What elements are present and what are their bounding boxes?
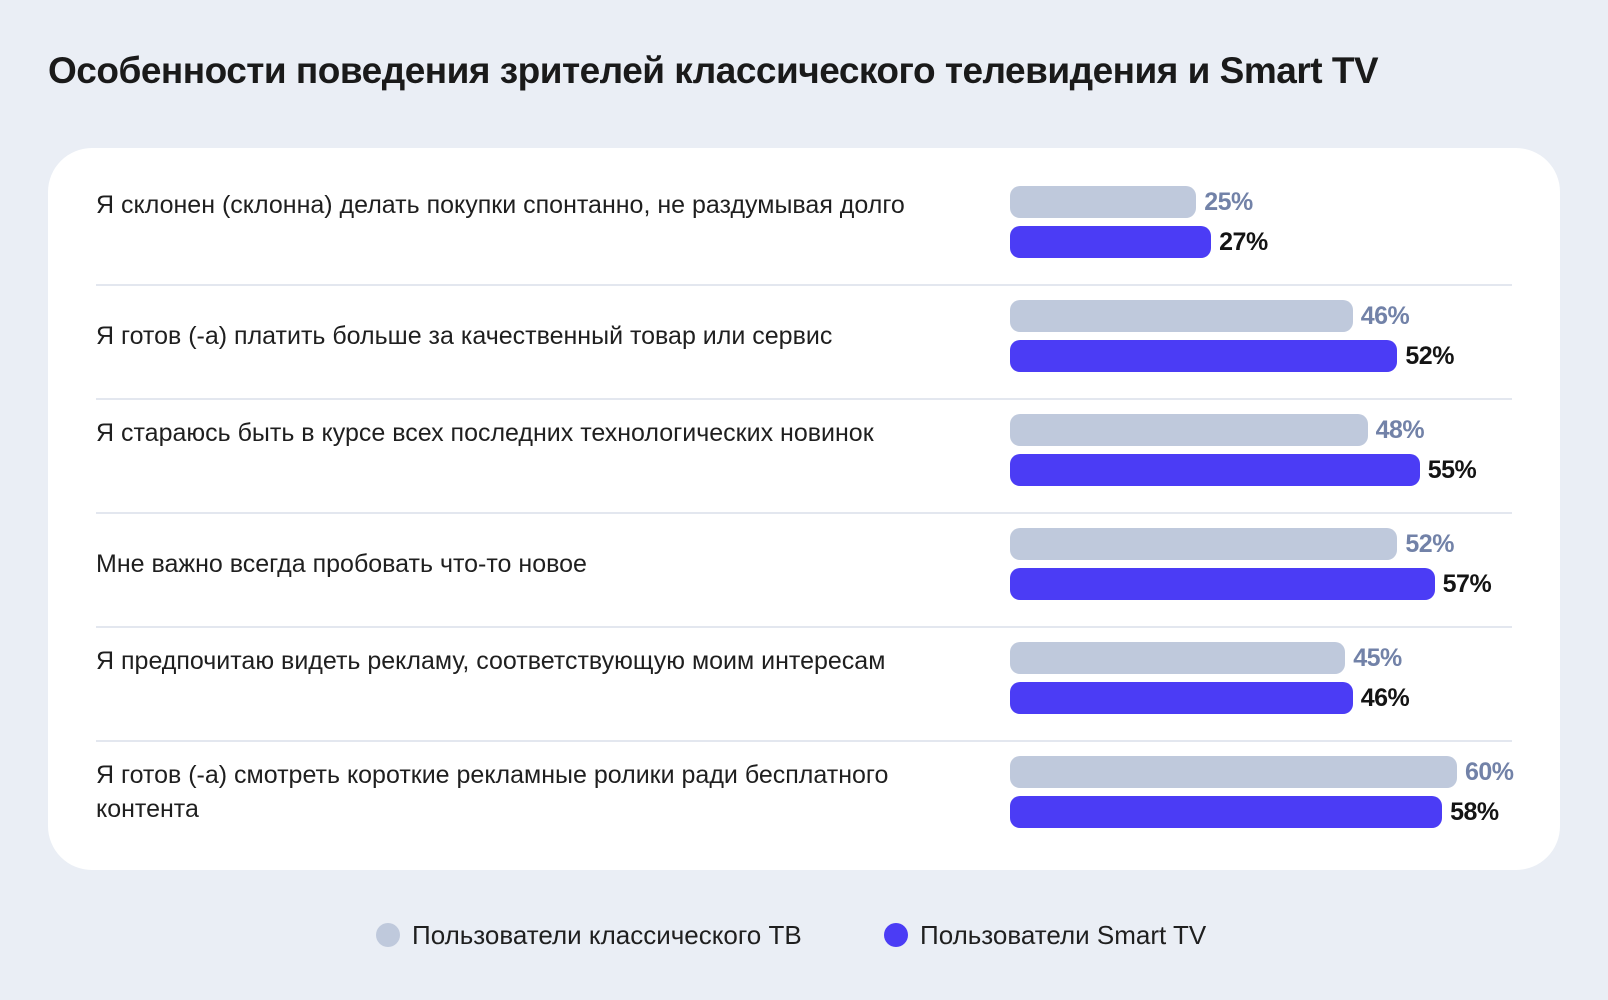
chart-title: Особенности поведения зрителей классичес… xyxy=(48,50,1379,91)
bar-classic xyxy=(1010,756,1457,788)
chart-row: Я предпочитаю видеть рекламу, соответств… xyxy=(96,628,1512,742)
category-label: Я готов (-а) смотреть короткие рекламные… xyxy=(96,761,889,823)
value-label-smart: 46% xyxy=(1360,684,1410,712)
chart-row: Я готов (-а) платить больше за качествен… xyxy=(96,286,1512,400)
chart-row: Я склонен (склонна) делать покупки спонт… xyxy=(96,172,1512,286)
bar-classic xyxy=(1010,528,1398,560)
bar-classic xyxy=(1010,414,1368,446)
legend-label-smart: Пользователи Smart TV xyxy=(920,919,1207,950)
chart-row: Я готов (-а) смотреть короткие рекламные… xyxy=(96,742,1514,856)
legend-item-smart: Пользователи Smart TV xyxy=(884,918,1206,952)
value-label-smart: 55% xyxy=(1427,456,1477,484)
category-label: Я склонен (склонна) делать покупки спонт… xyxy=(96,191,905,219)
value-label-classic: 60% xyxy=(1465,758,1514,786)
bar-smart xyxy=(1010,226,1212,258)
bar-smart xyxy=(1010,454,1420,486)
bar-classic xyxy=(1010,300,1353,332)
legend-label-classic: Пользователи классического ТВ xyxy=(412,919,802,950)
value-label-smart: 58% xyxy=(1450,798,1499,826)
category-label: Я стараюсь быть в курсе всех последних т… xyxy=(96,419,874,447)
bar-smart xyxy=(1010,796,1443,828)
legend-dot-classic-icon xyxy=(376,923,400,947)
value-label-smart: 52% xyxy=(1405,342,1454,370)
value-label-classic: 52% xyxy=(1405,530,1454,558)
value-label-smart: 27% xyxy=(1219,228,1268,256)
bar-smart xyxy=(1010,568,1435,600)
value-label-classic: 48% xyxy=(1375,416,1425,444)
legend-item-classic: Пользователи классического ТВ xyxy=(376,918,802,952)
category-label: Я предпочитаю видеть рекламу, соответств… xyxy=(96,647,886,675)
chart-row: Я стараюсь быть в курсе всех последних т… xyxy=(96,400,1512,514)
value-label-classic: 46% xyxy=(1360,302,1410,330)
category-label: Мне важно всегда пробовать что-то новое xyxy=(96,550,587,578)
category-label: Я готов (-а) платить больше за качествен… xyxy=(96,322,833,350)
value-label-smart: 57% xyxy=(1442,570,1492,598)
bar-smart xyxy=(1010,340,1398,372)
chart-row: Мне важно всегда пробовать что-то новое 5… xyxy=(96,514,1512,628)
value-label-classic: 45% xyxy=(1353,644,1402,672)
bar-classic xyxy=(1010,642,1346,674)
legend-dot-smart-icon xyxy=(884,923,908,947)
bar-smart xyxy=(1010,682,1353,714)
bar-classic xyxy=(1010,186,1197,218)
chart-card: Я склонен (склонна) делать покупки спонт… xyxy=(48,148,1560,870)
value-label-classic: 25% xyxy=(1204,188,1253,216)
